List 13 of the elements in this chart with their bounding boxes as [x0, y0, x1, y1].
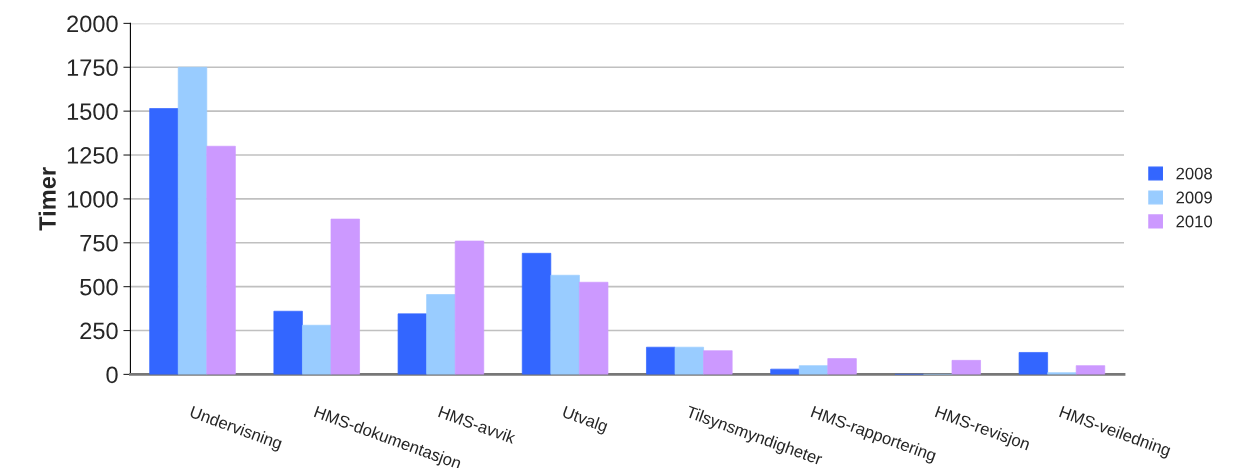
y-tick-label: 2000 [67, 15, 118, 33]
y-tick-label: 250 [80, 322, 118, 340]
y-tick-label: 1500 [67, 103, 118, 120]
y-tick-label: 0 [106, 366, 118, 384]
y-tick-label: 500 [80, 278, 118, 296]
legend-label: 2009 [1176, 191, 1212, 204]
y-tick-label: 1250 [67, 147, 118, 164]
legend-label: 2010 [1176, 215, 1213, 228]
y-tick-label: 1000 [67, 190, 118, 208]
y-tick-label: 750 [80, 234, 118, 252]
legend-label: 2008 [1176, 167, 1212, 180]
y-axis-title: Timer [38, 167, 56, 231]
y-tick-label: 1750 [67, 59, 118, 77]
